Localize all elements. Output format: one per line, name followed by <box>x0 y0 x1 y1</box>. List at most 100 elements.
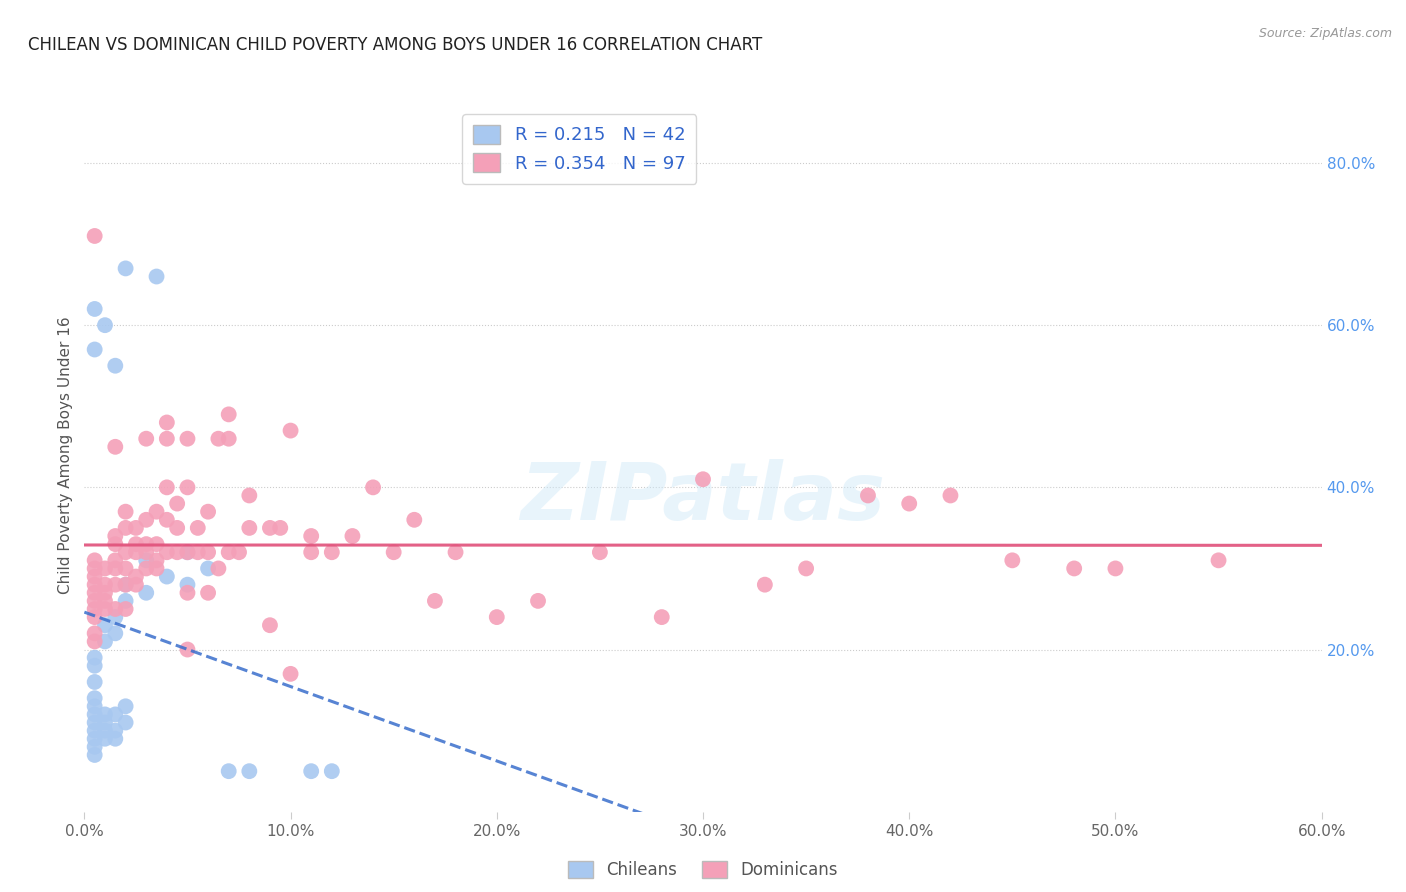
Point <box>135 513 157 527</box>
Point <box>83 691 105 706</box>
Point <box>104 529 127 543</box>
Point <box>485 610 508 624</box>
Point <box>104 553 127 567</box>
Point <box>238 521 260 535</box>
Point <box>83 699 105 714</box>
Point <box>94 723 117 738</box>
Point <box>197 545 219 559</box>
Point <box>176 642 198 657</box>
Point <box>156 513 179 527</box>
Point <box>135 545 157 559</box>
Point <box>176 545 198 559</box>
Text: ZIPatlas: ZIPatlas <box>520 458 886 537</box>
Point <box>166 497 188 511</box>
Point <box>145 269 167 284</box>
Point <box>176 586 198 600</box>
Point <box>1001 553 1024 567</box>
Point <box>238 764 260 779</box>
Point <box>156 416 179 430</box>
Point <box>145 537 167 551</box>
Point <box>166 545 188 559</box>
Point <box>104 440 127 454</box>
Point <box>114 261 136 276</box>
Point <box>104 577 127 591</box>
Point <box>83 707 105 722</box>
Point <box>166 521 188 535</box>
Point <box>361 480 384 494</box>
Point <box>135 553 157 567</box>
Point <box>444 545 467 559</box>
Point <box>94 586 117 600</box>
Text: CHILEAN VS DOMINICAN CHILD POVERTY AMONG BOYS UNDER 16 CORRELATION CHART: CHILEAN VS DOMINICAN CHILD POVERTY AMONG… <box>28 36 762 54</box>
Point <box>280 666 302 681</box>
Point <box>1104 561 1126 575</box>
Point <box>94 715 117 730</box>
Point <box>145 505 167 519</box>
Point <box>197 586 219 600</box>
Point <box>83 343 105 357</box>
Point <box>187 521 209 535</box>
Point <box>104 537 127 551</box>
Point <box>83 650 105 665</box>
Point <box>104 731 127 746</box>
Point <box>114 577 136 591</box>
Point <box>104 723 127 738</box>
Legend: Chileans, Dominicans: Chileans, Dominicans <box>561 854 845 886</box>
Point <box>898 497 921 511</box>
Point <box>94 318 117 333</box>
Point <box>238 488 260 502</box>
Point <box>83 715 105 730</box>
Point <box>83 634 105 648</box>
Point <box>423 594 446 608</box>
Point <box>114 577 136 591</box>
Point <box>197 505 219 519</box>
Point <box>114 594 136 608</box>
Point <box>114 561 136 575</box>
Point <box>156 569 179 583</box>
Point <box>125 569 148 583</box>
Point <box>145 553 167 567</box>
Point <box>94 561 117 575</box>
Point <box>299 764 322 779</box>
Point <box>114 602 136 616</box>
Point <box>382 545 405 559</box>
Point <box>83 569 105 583</box>
Point <box>104 359 127 373</box>
Point <box>176 577 198 591</box>
Point <box>176 545 198 559</box>
Point <box>404 513 426 527</box>
Point <box>94 634 117 648</box>
Point <box>187 545 209 559</box>
Point <box>104 610 127 624</box>
Point <box>104 707 127 722</box>
Point <box>280 424 302 438</box>
Point <box>342 529 364 543</box>
Point <box>269 521 291 535</box>
Point <box>83 577 105 591</box>
Point <box>156 545 179 559</box>
Point <box>83 594 105 608</box>
Point <box>176 432 198 446</box>
Point <box>218 432 240 446</box>
Point <box>218 764 240 779</box>
Point <box>145 561 167 575</box>
Point <box>83 301 105 316</box>
Point <box>135 432 157 446</box>
Point <box>104 561 127 575</box>
Point <box>83 586 105 600</box>
Text: Source: ZipAtlas.com: Source: ZipAtlas.com <box>1258 27 1392 40</box>
Point <box>114 715 136 730</box>
Point <box>94 707 117 722</box>
Point <box>125 545 148 559</box>
Y-axis label: Child Poverty Among Boys Under 16: Child Poverty Among Boys Under 16 <box>58 316 73 594</box>
Point <box>83 658 105 673</box>
Point <box>794 561 817 575</box>
Point <box>114 505 136 519</box>
Point <box>94 577 117 591</box>
Point <box>94 594 117 608</box>
Point <box>259 618 281 632</box>
Point <box>856 488 879 502</box>
Point <box>299 545 322 559</box>
Point <box>754 577 776 591</box>
Point <box>1208 553 1230 567</box>
